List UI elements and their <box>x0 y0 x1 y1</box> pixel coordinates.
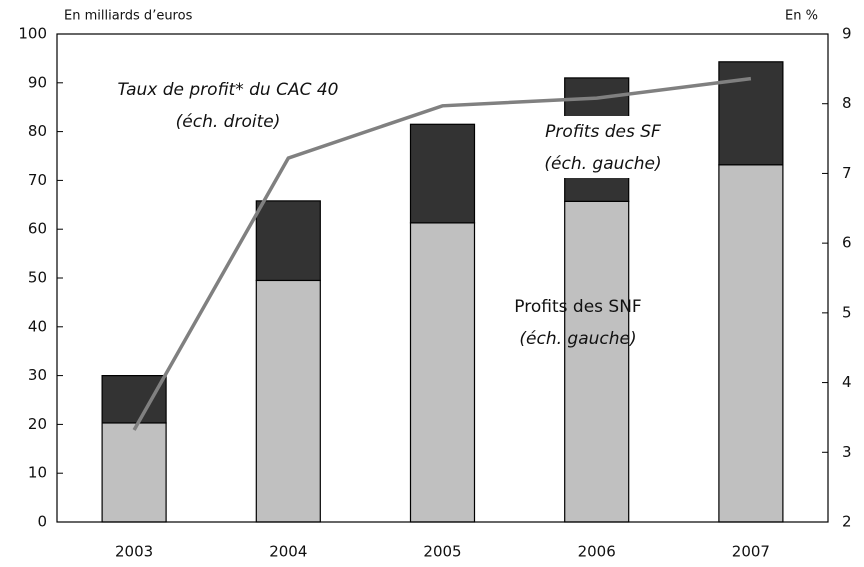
y-tick-label: 0 <box>37 513 47 531</box>
series-annotation: (éch. droite) <box>176 112 281 132</box>
bar-segment <box>718 61 784 166</box>
y-tick-label: 40 <box>28 317 47 335</box>
label-background <box>535 116 671 178</box>
y2-tick-label: 7 <box>842 164 852 182</box>
series-annotation: (éch. gauche) <box>519 329 636 349</box>
bar-segment <box>409 123 476 224</box>
series-label: Taux de profit* du CAC 40 <box>117 80 338 100</box>
plot-frame <box>56 33 829 523</box>
bar-segment <box>564 200 630 523</box>
y2-tick-label: 5 <box>842 303 852 321</box>
y-tick-label: 10 <box>28 464 47 482</box>
line <box>132 76 752 431</box>
bar-segment <box>409 222 476 523</box>
bar-segment <box>101 422 167 523</box>
y-tick-label: 90 <box>28 73 47 91</box>
y-tick-label: 30 <box>28 366 47 384</box>
series-label: Profits des SF <box>545 122 661 142</box>
y-tick-label: 50 <box>28 269 47 287</box>
y2-tick-label: 8 <box>842 94 852 112</box>
y2-tick-label: 9 <box>842 25 852 43</box>
y-tick-label: 60 <box>28 220 47 238</box>
bar-segment <box>718 164 784 523</box>
series-label: Profits des SNF <box>514 297 641 317</box>
y-axis-label: En milliards d’euros <box>64 9 193 24</box>
y2-tick-label: 2 <box>842 513 852 531</box>
y-tick-label: 80 <box>28 122 47 140</box>
series-annotation: (éch. gauche) <box>544 154 661 174</box>
bar-segment <box>101 375 167 424</box>
y-tick-label: 20 <box>28 415 47 433</box>
x-tick-label: 2003 <box>115 543 153 561</box>
y2-tick-label: 4 <box>842 373 852 391</box>
x-tick-label: 2005 <box>423 543 461 561</box>
y2-axis-label: En % <box>785 9 818 24</box>
bar-segment <box>255 279 321 523</box>
bar-segment <box>255 200 321 282</box>
x-tick-label: 2007 <box>732 543 770 561</box>
x-tick-label: 2004 <box>269 543 307 561</box>
y2-tick-label: 3 <box>842 443 852 461</box>
y-tick-label: 100 <box>18 25 47 43</box>
y-tick-label: 70 <box>28 171 47 189</box>
x-tick-label: 2006 <box>578 543 616 561</box>
y2-tick-label: 6 <box>842 234 852 252</box>
